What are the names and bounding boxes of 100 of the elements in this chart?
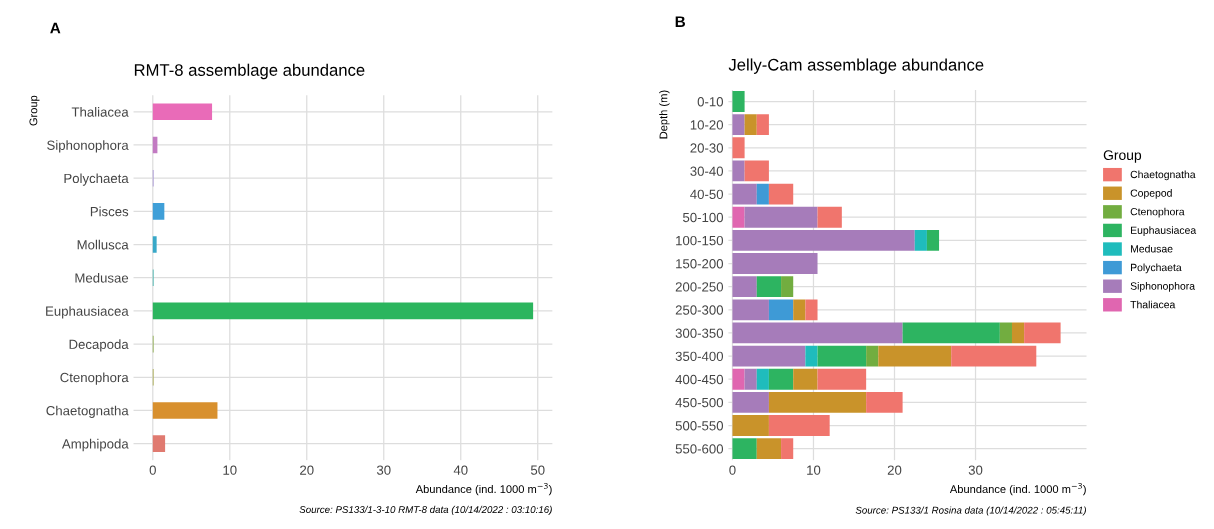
- y-tick-label: 450-500: [675, 397, 724, 408]
- x-tick-label: 30: [968, 465, 983, 475]
- y-tick-label: Ctenophora: [60, 372, 129, 385]
- y-tick-label: 10-20: [690, 120, 724, 130]
- bar: [732, 391, 769, 413]
- bar: [756, 114, 769, 136]
- bar: [781, 438, 794, 460]
- bar: [732, 183, 757, 205]
- x-tick-label: 10: [223, 465, 237, 475]
- bar: [152, 103, 213, 121]
- bar: [732, 438, 757, 460]
- bar: [756, 438, 782, 460]
- bar: [1011, 322, 1025, 344]
- bar: [744, 368, 757, 390]
- legend-label: Euphausiacea: [1131, 226, 1197, 236]
- y-tick-label: Siphonophora: [47, 140, 129, 153]
- y-tick-label: Medusae: [75, 272, 129, 283]
- bar: [744, 114, 757, 136]
- bar: [732, 415, 769, 436]
- y-tick-label: 500-550: [675, 421, 724, 431]
- bar: [732, 322, 903, 344]
- source-note: Source: PS133/1 Rosina data (10/14/2022 : 05:45:11): [855, 506, 1086, 516]
- y-tick-label: 50-100: [682, 212, 724, 223]
- bar: [732, 253, 818, 274]
- x-tick-label: 0: [729, 465, 736, 475]
- bar: [744, 206, 818, 228]
- x-tick-label: 30: [376, 465, 391, 475]
- bar: [768, 391, 867, 413]
- text: A: [50, 22, 61, 34]
- bar: [805, 345, 818, 367]
- bar: [732, 276, 757, 298]
- y-tick-label: Polychaeta: [64, 173, 129, 186]
- legend-label: Copepod: [1130, 189, 1172, 199]
- bar: [817, 368, 867, 390]
- bar: [793, 299, 806, 321]
- bar: [732, 114, 745, 136]
- y-tick-label: Pisces: [90, 206, 129, 217]
- bar: [878, 345, 952, 367]
- bar: [902, 322, 1000, 344]
- bar: [732, 299, 769, 321]
- y-tick-label: Decapoda: [69, 339, 129, 352]
- bar: [152, 402, 218, 419]
- y-tick-label: 20-30: [690, 143, 724, 153]
- y-tick-label: 400-450: [675, 374, 724, 385]
- bar: [866, 391, 903, 413]
- chart-title: Jelly-Cam assemblage abundance: [728, 58, 984, 74]
- y-tick-label: 150-200: [676, 259, 724, 269]
- bar: [768, 368, 794, 390]
- bar: [756, 276, 782, 298]
- y-tick-label: 250-300: [675, 305, 724, 315]
- legend-label: Chaetognatha: [1130, 170, 1196, 181]
- source-note: Source: PS133/1-3-10 RMT-8 data (10/14/2022 : 03:10:16): [299, 505, 552, 515]
- bar: [152, 203, 165, 220]
- y-tick-label: Euphausiacea: [46, 306, 129, 319]
- y-axis-title: Depth (m): [659, 90, 670, 139]
- bar: [999, 322, 1012, 344]
- y-tick-label: Mollusca: [77, 239, 129, 250]
- y-tick-label: 40-50: [690, 189, 724, 199]
- y-tick-label: 100-150: [676, 235, 724, 246]
- chart-title: RMT-8 assemblage abundance: [134, 63, 365, 80]
- y-tick-label: 0-10: [697, 97, 724, 107]
- bar: [732, 206, 745, 228]
- text: B: [675, 16, 686, 27]
- x-tick-label: 10: [807, 465, 821, 475]
- y-tick-label: Thaliacea: [71, 107, 129, 117]
- bar: [152, 236, 157, 253]
- bar: [817, 345, 867, 367]
- legend-label: Thaliacea: [1130, 300, 1176, 309]
- y-tick-label: Amphipoda: [61, 438, 129, 452]
- y-tick-label: 550-600: [675, 444, 724, 454]
- y-tick-label: 200-250: [675, 282, 724, 292]
- bar: [926, 229, 940, 251]
- y-tick-label: 350-400: [675, 351, 724, 361]
- bar: [1024, 322, 1061, 344]
- bar: [732, 91, 745, 112]
- legend-title: Group: [1103, 150, 1142, 163]
- bar: [817, 206, 842, 228]
- bar: [768, 415, 830, 436]
- x-tick-label: 20: [887, 465, 902, 475]
- bar: [866, 345, 879, 367]
- x-axis-title: Abundance (ind. 1000 m$^{−3}$): [949, 482, 1086, 496]
- legend-label: Ctenophora: [1130, 207, 1185, 218]
- x-tick-label: 0: [149, 465, 156, 475]
- y-tick-label: Chaetognatha: [46, 405, 129, 418]
- bar: [732, 229, 915, 251]
- bar: [732, 137, 745, 159]
- bar: [768, 299, 794, 321]
- x-tick-label: 20: [300, 465, 314, 475]
- bar: [152, 435, 166, 452]
- y-tick-label: 300-350: [675, 328, 724, 338]
- bar: [768, 183, 794, 205]
- bar: [781, 276, 794, 298]
- legend-label: Medusae: [1131, 244, 1173, 253]
- y-axis-title: Group: [29, 95, 40, 126]
- bar: [914, 229, 927, 251]
- bar: [744, 160, 769, 182]
- bar: [805, 299, 818, 321]
- bar: [732, 345, 806, 367]
- x-axis-title: Abundance (ind. 1000 m$^{−3}$): [415, 482, 552, 496]
- legend-label: Siphonophora: [1130, 282, 1196, 292]
